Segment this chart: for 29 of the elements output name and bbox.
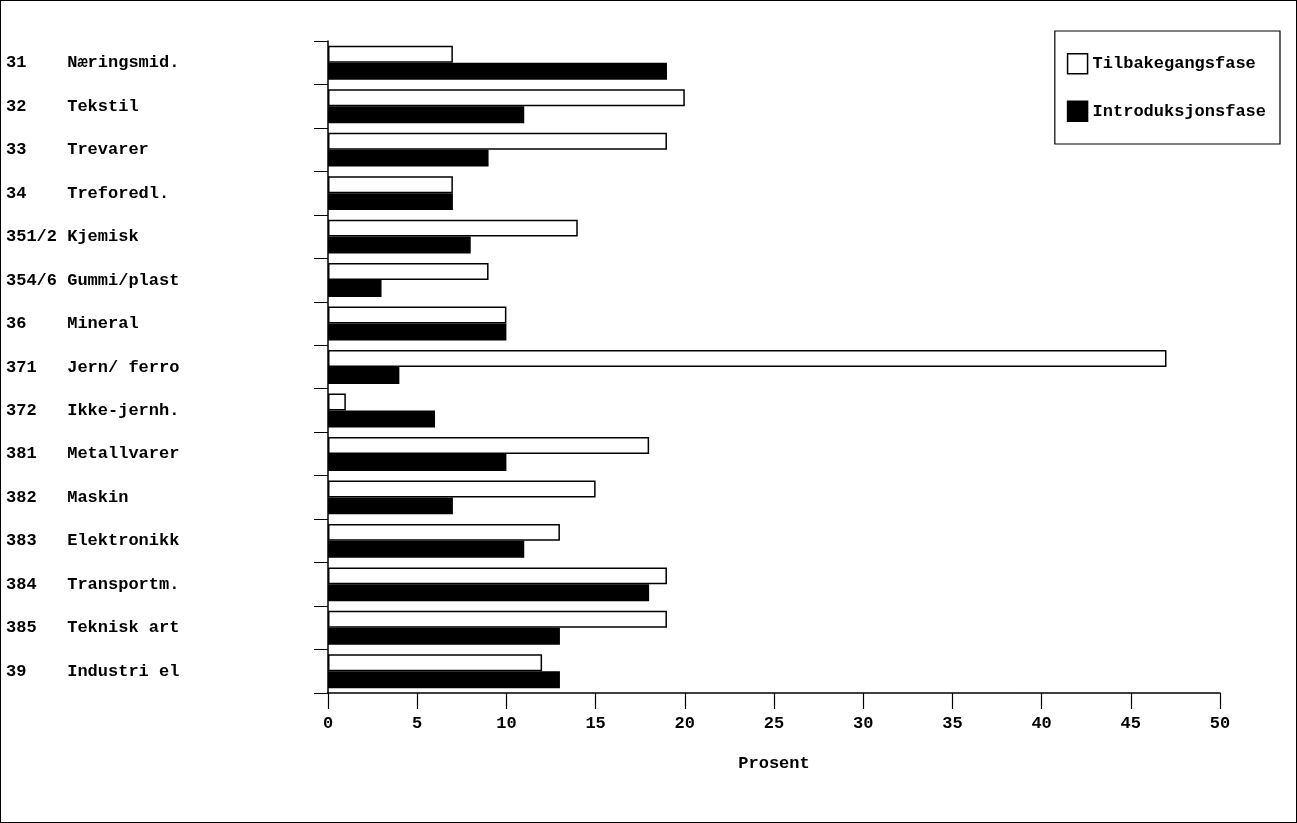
x-tick-label: 10	[496, 714, 517, 733]
y-tick-label: 39 Industri el	[6, 661, 180, 681]
x-tick-label: 15	[585, 714, 606, 733]
x-tick-label: 50	[1209, 714, 1231, 733]
x-tick-label: 35	[942, 714, 963, 733]
y-tick-label: 34 Treforedl.	[6, 183, 170, 203]
y-tick-label: 351/2 Kjemisk	[6, 227, 139, 247]
y-tick-label: 382 Maskin	[6, 487, 129, 507]
x-axis-title: Prosent	[738, 754, 810, 773]
y-tick-label: 31 Næringsmid.	[6, 53, 180, 73]
x-tick-label: 30	[853, 714, 874, 733]
y-tick-label: 372 Ikke-jernh.	[6, 400, 180, 420]
x-tick-label: 45	[1120, 714, 1141, 733]
y-tick-label: 371 Jern/ ferro	[6, 357, 180, 377]
y-tick-label: 385 Teknisk art	[6, 618, 180, 638]
y-tick-label: 354/6 Gummi/plast	[6, 270, 180, 290]
legend-label: Tilbakegangsfase	[1092, 54, 1256, 74]
x-tick-label: 20	[674, 714, 695, 733]
x-tick-label: 5	[412, 714, 423, 733]
y-tick-label: 381 Metallvarer	[6, 444, 180, 464]
x-tick-label: 0	[322, 714, 334, 733]
x-tick-label: 40	[1031, 714, 1052, 733]
y-tick-label: 383 Elektronikk	[6, 531, 180, 551]
y-tick-label: 36 Mineral	[6, 314, 139, 334]
y-tick-label: 33 Trevarer	[6, 140, 149, 160]
legend-label: Introduksjonsfase	[1092, 101, 1267, 121]
x-tick-label: 25	[763, 714, 785, 733]
y-tick-label: 32 Tekstil	[6, 96, 139, 116]
y-tick-label: 384 Transportm.	[6, 574, 180, 594]
